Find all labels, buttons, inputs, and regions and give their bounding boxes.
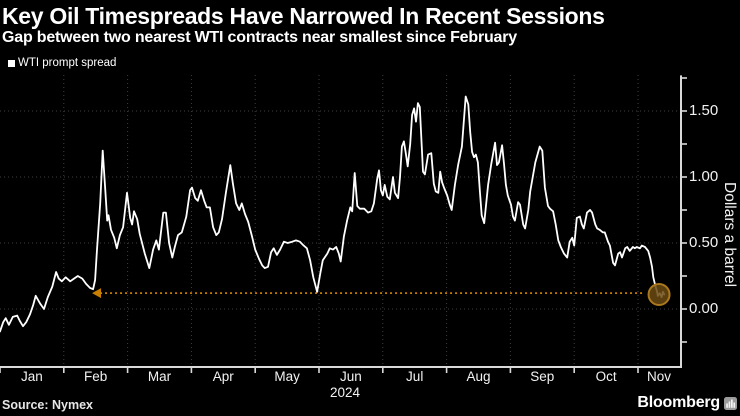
x-tick-label: Jul [406,369,424,384]
source-label: Source: Nymex [2,398,94,412]
x-tick-label: May [274,369,300,384]
y-tick-label: 0.00 [689,300,719,317]
y-axis-title: Dollars a barrel [721,182,738,288]
y-tick-label: 1.00 [689,168,719,185]
x-tick-label: Jan [21,369,43,384]
bloomberg-logo-text: Bloomberg [637,394,720,411]
legend-swatch-icon [8,59,15,67]
chart-title: Key Oil Timespreads Have Narrowed In Rec… [2,3,605,29]
x-tick-label: Apr [212,369,234,384]
x-tick-label: Sep [530,369,555,384]
series-line [0,95,666,333]
x-tick-label: Nov [646,369,672,384]
x-tick-label: Oct [595,369,617,384]
bloomberg-bars-icon [724,396,737,410]
reference-arrowhead-icon [92,288,102,299]
y-tick-label: 0.50 [689,234,719,251]
bloomberg-logo: Bloomberg [637,394,737,412]
x-tick-label: Jun [340,369,362,384]
legend: WTI prompt spread [8,57,116,69]
y-tick-label: 1.50 [689,102,719,119]
last-point-marker [647,282,671,306]
x-axis-year-label: 2024 [329,385,361,400]
x-tick-label: Aug [466,369,491,384]
chart-subtitle: Gap between two nearest WTI contracts ne… [2,29,517,46]
x-tick-label: Mar [147,369,172,384]
x-tick-label: Feb [84,369,108,384]
legend-label: WTI prompt spread [18,57,117,69]
